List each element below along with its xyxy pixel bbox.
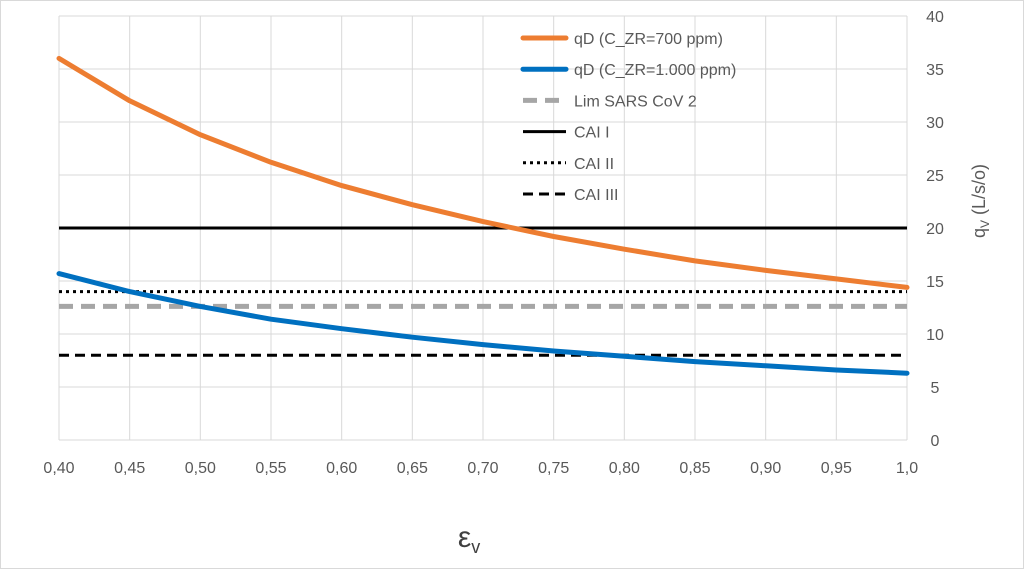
x-tick-label: 0,85 [679, 460, 710, 477]
x-tick-label: 0,55 [255, 460, 286, 477]
x-axis-title-sub: v [471, 537, 480, 557]
y-tick-label: 25 [926, 168, 944, 185]
y-tick-label: 35 [926, 62, 944, 79]
x-tick-label: 0,40 [43, 460, 74, 477]
y-axis-title-main: q [969, 228, 989, 238]
x-tick-label: 0,80 [609, 460, 640, 477]
legend-label-5: CAI III [574, 187, 618, 204]
legend-label-3: CAI I [574, 125, 610, 142]
series-line-1 [56, 271, 910, 376]
legend-label-1: qD (C_ZR=1.000 ppm) [574, 62, 736, 79]
y-axis-title-rest: (L/s/o) [969, 164, 989, 220]
y-tick-label: 20 [926, 221, 944, 238]
y-axis-title: qV (L/s/o) [969, 164, 992, 238]
legend-label-4: CAI II [574, 156, 614, 173]
x-tick-label: 0,60 [326, 460, 357, 477]
y-tick-labels: 0 5 10 15 20 25 30 35 40 [926, 9, 944, 450]
legend-label-0: qD (C_ZR=700 ppm) [574, 31, 723, 48]
y-tick-label: 15 [926, 274, 944, 291]
y-tick-label: 40 [926, 9, 944, 26]
y-tick-label: 30 [926, 115, 944, 132]
x-tick-label: 0,95 [821, 460, 852, 477]
series-lines [56, 55, 910, 376]
x-tick-label: 0,90 [750, 460, 781, 477]
y-tick-label: 0 [931, 433, 940, 450]
series-line-0 [56, 55, 910, 290]
x-axis-title: εv [458, 521, 480, 557]
legend: qD (C_ZR=700 ppm) qD (C_ZR=1.000 ppm) Lim … [520, 31, 736, 204]
x-axis-title-main: ε [458, 521, 471, 554]
y-axis-title-sub: V [978, 220, 992, 228]
x-tick-label: 1,0 [896, 460, 918, 477]
x-tick-label: 0,45 [114, 460, 145, 477]
y-tick-label: 5 [931, 380, 940, 397]
x-tick-label: 0,70 [467, 460, 498, 477]
x-tick-label: 0,65 [397, 460, 428, 477]
legend-label-2: Lim SARS CoV 2 [574, 93, 697, 110]
x-tick-labels: 0,40 0,45 0,50 0,55 0,60 0,65 0,70 0,75 0,80 0,85… [43, 460, 918, 477]
x-tick-label: 0,75 [538, 460, 569, 477]
x-tick-label: 0,50 [185, 460, 216, 477]
y-tick-label: 10 [926, 327, 944, 344]
